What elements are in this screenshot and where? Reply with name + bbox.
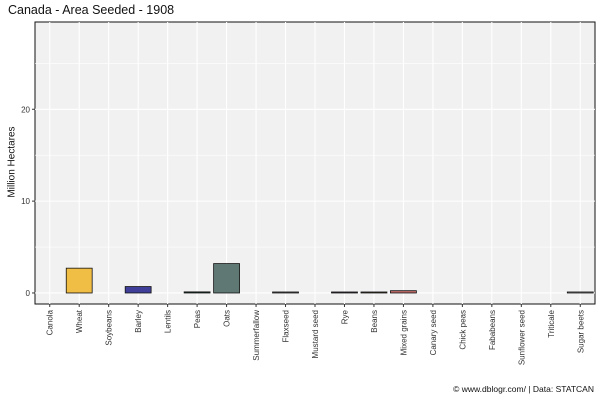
bar-mixed-grains <box>390 290 417 294</box>
y-axis-ticks: 0 10 20 <box>21 105 35 298</box>
caption: © www.dblogr.com/ | Data: STATCAN <box>453 384 594 394</box>
chart-title: Canada - Area Seeded - 1908 <box>8 3 175 17</box>
x-tick-label: Sugar beets <box>576 310 585 353</box>
bar-flaxseed <box>272 291 299 294</box>
x-tick-label: Mustard seed <box>311 310 320 358</box>
grid-lines <box>35 22 595 304</box>
bar-sugar-beets <box>566 291 594 294</box>
caption-separator: | <box>525 384 533 394</box>
bars <box>65 263 594 294</box>
bar-oats <box>213 263 240 294</box>
y-tick-label: 0 <box>26 289 31 298</box>
bar-rye <box>331 291 358 294</box>
x-tick-label: Barley <box>134 310 143 333</box>
x-tick-label: Fababeans <box>488 310 497 350</box>
x-tick-label: Oats <box>223 310 232 327</box>
bar-barley <box>124 286 152 294</box>
x-tick-label: Chick peas <box>458 310 467 350</box>
x-tick-label: Wheat <box>75 309 84 333</box>
x-tick-label: Summerfallow <box>252 310 261 361</box>
bar-beans <box>360 291 388 294</box>
x-tick-label: Rye <box>340 309 349 324</box>
y-tick-label: 10 <box>21 197 30 206</box>
x-tick-label: Mixed grains <box>399 310 408 355</box>
x-tick-label: Flaxseed <box>282 310 291 342</box>
bar-wheat <box>65 267 93 294</box>
y-tick-label: 20 <box>21 105 30 114</box>
bar-peas <box>183 291 211 294</box>
x-axis-ticks: Canola Wheat Soybeans Barley Lentils Peas Oats… <box>46 304 585 365</box>
x-tick-label: Lentils <box>164 310 173 333</box>
x-tick-label: Canary seed <box>429 310 438 355</box>
x-tick-label: Canola <box>46 309 55 335</box>
x-tick-label: Sunflower seed <box>517 310 526 365</box>
caption-site: © www.dblogr.com/ <box>453 384 526 394</box>
x-tick-label: Triticale <box>547 309 556 337</box>
x-tick-label: Soybeans <box>105 310 114 346</box>
x-tick-label: Peas <box>193 310 202 328</box>
caption-source: Data: STATCAN <box>532 384 594 394</box>
x-tick-label: Beans <box>370 310 379 333</box>
